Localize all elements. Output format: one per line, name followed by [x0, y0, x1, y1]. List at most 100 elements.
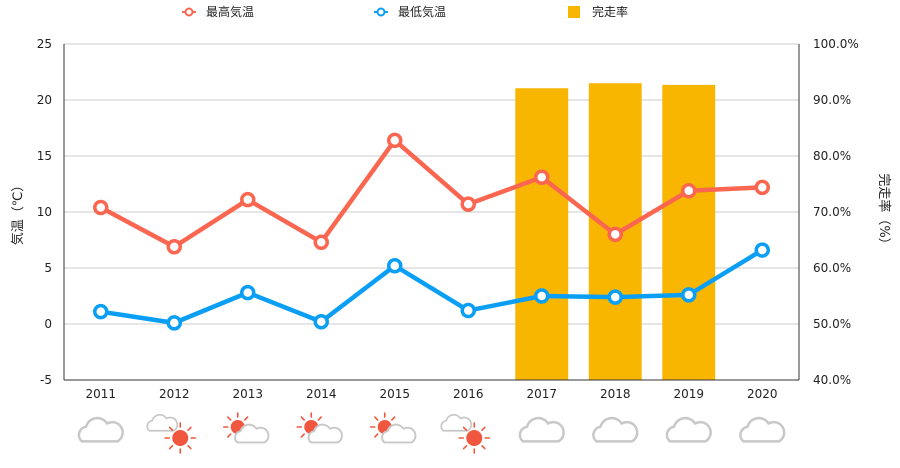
- y-right-axis-title: 完走率（%）: [876, 173, 892, 250]
- cloud-icon: [592, 416, 639, 443]
- data-point: [460, 302, 476, 319]
- cloud-icon: [146, 413, 179, 432]
- sun-ray: [300, 433, 305, 438]
- data-point: [681, 182, 697, 199]
- data-point: [534, 288, 550, 304]
- weather-icon-cloud: [739, 416, 786, 443]
- legend: 最高気温 最低気温 完走率: [182, 4, 628, 19]
- data-point: [313, 234, 329, 250]
- sun-ray: [227, 416, 232, 421]
- weather-icon-cloud-sun: [146, 413, 197, 454]
- data-point: [387, 132, 403, 149]
- data-point: [93, 303, 109, 320]
- cloud-icon: [739, 416, 786, 443]
- cloud-icon: [440, 413, 473, 432]
- sun-ray: [168, 426, 174, 432]
- data-point: [460, 196, 476, 212]
- legend-marker-icon: [184, 7, 194, 17]
- data-point: [166, 238, 182, 255]
- x-tick-label: 2016: [453, 387, 484, 401]
- cloud-icon: [77, 416, 124, 443]
- x-tick-label: 2014: [306, 387, 337, 401]
- x-tick-label: 2020: [747, 387, 778, 401]
- series-lines: [93, 132, 770, 331]
- legend-label: 最高気温: [206, 4, 254, 19]
- y-left-tick-label: 10: [37, 205, 52, 219]
- y-right-tick-label: 40.0%: [813, 373, 851, 387]
- cloud-icon: [307, 423, 343, 444]
- sun-ray: [300, 416, 305, 421]
- sun-core: [466, 430, 483, 446]
- x-tick-label: 2013: [232, 387, 263, 401]
- y-right-tick-label: 100.0%: [813, 37, 859, 51]
- bar: [515, 88, 569, 381]
- weather-icon-sun-cloud: [296, 412, 343, 444]
- x-tick-label: 2018: [600, 387, 631, 401]
- sun-ray: [374, 416, 379, 421]
- bar: [662, 84, 716, 380]
- sun-ray: [168, 444, 174, 450]
- sun-icon: [164, 422, 197, 454]
- weather-icons: [77, 412, 786, 454]
- sun-ray: [391, 416, 396, 421]
- y-left-tick-label: 25: [37, 37, 52, 51]
- sun-core: [172, 430, 189, 446]
- y-left-tick-label: 15: [37, 149, 52, 163]
- y-left-tick-label: 5: [44, 261, 52, 275]
- legend-marker-icon: [376, 7, 386, 17]
- data-point: [607, 226, 623, 243]
- sun-ray: [187, 444, 192, 450]
- series-line: [100, 248, 764, 326]
- weather-icon-cloud-sun: [440, 413, 491, 454]
- x-tick-label: 2017: [526, 387, 557, 401]
- y-left-tick-label: -5: [40, 373, 52, 387]
- data-point: [313, 314, 329, 330]
- weather-icon-sun-cloud: [222, 412, 270, 444]
- y-left-tick-label: 0: [44, 317, 52, 331]
- y-right-tick-label: 60.0%: [813, 261, 851, 275]
- data-point: [240, 191, 256, 208]
- x-tick-label: 2015: [379, 387, 410, 401]
- legend-label: 最低気温: [398, 4, 446, 19]
- weather-icon-sun-cloud: [369, 412, 417, 444]
- sun-ray: [462, 444, 468, 450]
- data-point: [681, 287, 697, 303]
- data-point: [240, 284, 256, 301]
- cloud-icon: [234, 423, 270, 444]
- weather-icon-cloud: [665, 416, 712, 443]
- weather-icon-cloud: [77, 416, 124, 443]
- cloud-icon: [665, 416, 712, 443]
- sun-ray: [317, 416, 322, 421]
- sun-ray: [462, 426, 468, 432]
- sun-ray: [187, 426, 192, 432]
- sun-ray: [374, 433, 379, 438]
- data-point: [166, 315, 182, 331]
- x-tick-label: 2019: [673, 387, 704, 401]
- legend-swatch-icon: [568, 6, 580, 18]
- y-left-axis-title: 気温（℃）: [10, 179, 26, 246]
- axes: -5 0 5 10 15 20 25 40.0% 50.0% 60.0% 70.0% 80.0% 90.…: [10, 37, 892, 401]
- cloud-icon: [518, 416, 565, 443]
- y-right-tick-label: 80.0%: [813, 149, 851, 163]
- data-point: [93, 199, 109, 216]
- y-right-tick-label: 50.0%: [813, 317, 851, 331]
- data-point: [754, 242, 770, 258]
- x-tick-label: 2012: [159, 387, 190, 401]
- y-right-tick-label: 90.0%: [813, 93, 851, 107]
- y-left-tick-label: 20: [37, 93, 52, 107]
- data-point: [387, 258, 403, 274]
- data-point: [534, 169, 550, 186]
- sun-icon: [458, 422, 491, 454]
- x-tick-label: 2011: [85, 387, 116, 401]
- legend-label: 完走率: [592, 4, 628, 19]
- data-point: [607, 289, 623, 305]
- data-point: [754, 179, 770, 196]
- sun-ray: [481, 444, 486, 450]
- sun-ray: [481, 426, 486, 432]
- series-line: [99, 138, 763, 249]
- sun-ray: [244, 416, 249, 421]
- weather-icon-cloud: [592, 416, 639, 443]
- sun-ray: [227, 433, 232, 438]
- y-right-tick-label: 70.0%: [813, 205, 851, 219]
